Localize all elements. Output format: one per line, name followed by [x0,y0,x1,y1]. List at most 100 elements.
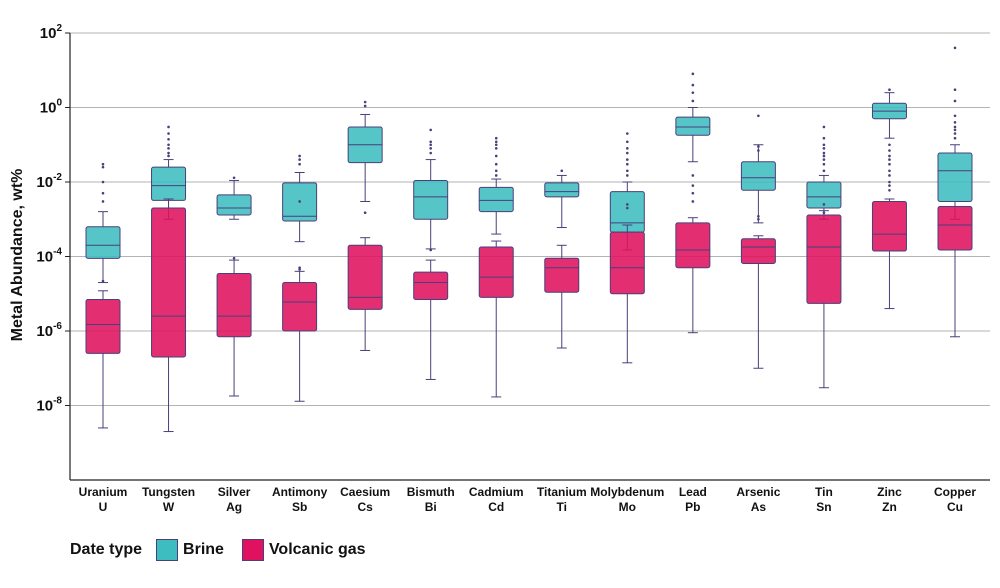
outlier-point [232,256,236,260]
box-brine [413,128,449,250]
outlier-point [757,217,760,221]
outlier-point [822,203,826,206]
x-tick-symbol: Cd [488,500,504,514]
outlier-point [167,154,170,158]
box-volcanic-gas [937,200,973,338]
y-tick-label: 10-8 [36,396,62,415]
x-tick-symbol: Cs [357,500,373,514]
outlier-point [298,154,301,158]
outlier-point [298,158,301,161]
outlier-point [888,154,891,158]
outlier-point [626,151,629,155]
outlier-point [822,151,826,155]
outlier-point [888,158,891,161]
x-tick-label: Silver [218,485,251,499]
outlier-point [626,174,629,177]
outlier-point [757,145,760,148]
box-iqr [85,226,121,259]
outlier-point [888,180,891,184]
outlier-point [560,169,564,173]
outlier-point [167,138,170,141]
outlier-point [691,184,695,187]
outlier-point [494,136,498,140]
box-iqr [740,238,776,264]
box-volcanic-gas [740,235,776,369]
outlier-point [953,99,957,103]
outlier-point [953,114,957,118]
outlier-point [626,169,629,173]
box-iqr [413,179,449,220]
y-tick-label: 102 [40,23,63,42]
box-volcanic-gas [478,240,514,398]
outlier-point [822,143,826,147]
box-iqr [151,207,187,358]
box-iqr [151,166,187,201]
box-iqr [609,231,645,295]
outlier-point [494,169,498,173]
outlier-point [626,140,629,144]
x-tick-label: Tin [815,485,833,499]
box-iqr [413,271,449,301]
outlier-point [822,158,826,161]
y-tick-label: 100 [40,98,63,117]
legend-title: Date type [70,541,143,558]
box-brine [544,169,580,229]
box-volcanic-gas [282,268,318,402]
outlier-point [888,174,891,177]
legend-label-brine: Brine [183,541,224,558]
box-brine [871,88,907,192]
outlier-point [822,154,826,158]
outlier-point [167,125,170,129]
outlier-point [429,143,432,147]
outlier-point [691,72,695,76]
outlier-point [953,125,957,129]
outlier-point [167,143,170,147]
legend: Date type Brine Volcanic gas [70,536,384,564]
outlier-point [888,169,891,173]
x-tick-label: Caesium [340,485,390,499]
box-iqr [282,282,318,332]
outlier-point [626,203,629,206]
outlier-point [363,104,367,108]
x-tick-symbol: As [751,500,767,514]
x-tick-symbol: Sn [816,500,831,514]
x-tick-symbol: W [163,500,175,514]
outlier-point [101,180,105,184]
box-iqr [544,257,580,293]
x-tick-label: Arsenic [736,485,780,499]
y-tick-label: 10-6 [36,321,62,340]
outlier-point [626,158,629,161]
box-brine [740,114,776,224]
box-brine [85,162,121,284]
legend-item-brine: Brine [156,539,224,561]
box-volcanic-gas [871,198,907,310]
box-brine [478,136,514,235]
outlier-point [101,165,105,169]
x-tick-label: Molybdenum [590,485,664,499]
outlier-point [429,248,432,252]
outlier-point [822,147,826,150]
x-tick-symbol: U [99,500,108,514]
outlier-point [888,162,891,166]
x-tick-label: Cadmium [469,485,524,499]
box-volcanic-gas [347,237,383,351]
box-brine [282,154,318,270]
x-tick-symbol: Bi [425,500,437,514]
outlier-point [822,136,826,140]
legend-swatch-brine [156,539,179,561]
outlier-point [757,215,760,218]
outlier-point [822,162,826,166]
outlier-point [101,200,105,203]
outlier-point [888,184,891,187]
box-volcanic-gas [675,217,711,334]
box-volcanic-gas [609,224,645,364]
outlier-point [429,147,432,150]
x-tick-label: Lead [679,485,707,499]
x-tick-symbol: Mo [619,500,636,514]
box-iqr [806,214,842,304]
outlier-point [953,121,957,124]
outlier-point [953,46,957,50]
outlier-point [429,151,432,155]
x-tick-symbol: Pb [685,500,700,514]
